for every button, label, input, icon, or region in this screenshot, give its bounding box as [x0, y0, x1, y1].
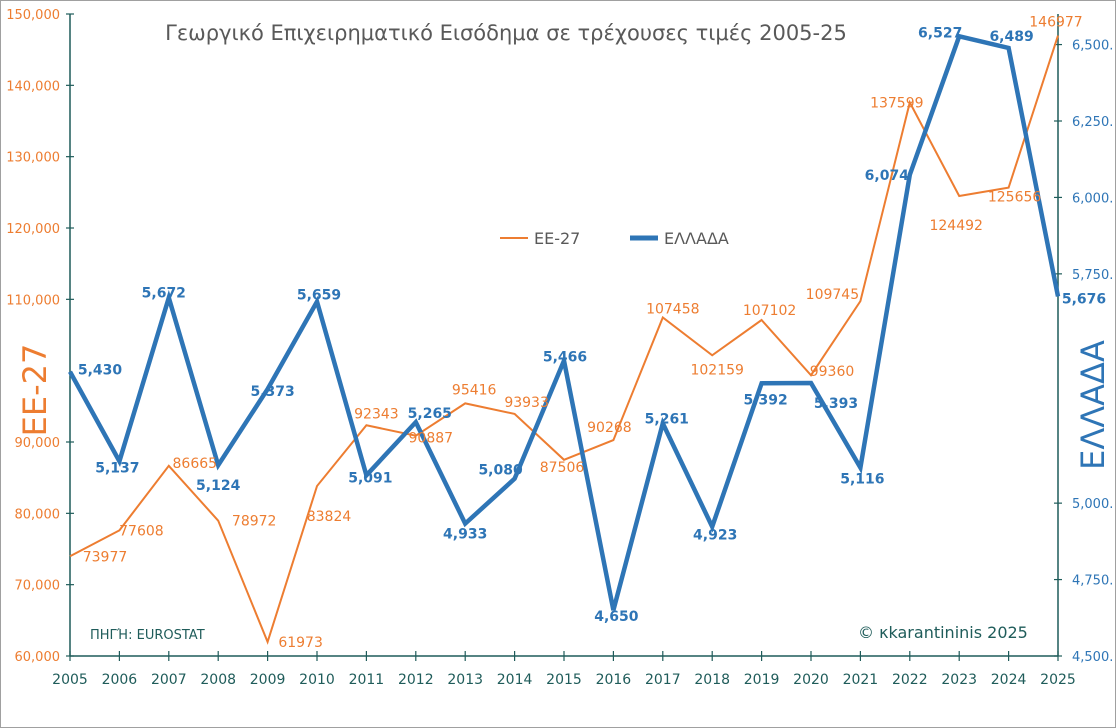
data-label-greece: 5,373	[250, 384, 294, 400]
data-label-greece: 5,091	[348, 470, 392, 486]
x-tick-label: 2012	[398, 672, 434, 688]
data-label-greece: 5,116	[840, 472, 884, 488]
x-tick-label: 2016	[596, 672, 632, 688]
x-tick-label: 2015	[546, 672, 582, 688]
x-tick-label: 2018	[694, 672, 730, 688]
y-right-tick-label: 6,500.	[1072, 39, 1113, 54]
x-tick-label: 2017	[645, 672, 681, 688]
y-right-tick-label: 6,250.	[1072, 115, 1113, 130]
data-label-greece: 4,933	[443, 527, 487, 543]
data-label-greece: 5,393	[814, 396, 858, 412]
data-label-greece: 6,527	[918, 25, 962, 41]
data-label-greece: 4,650	[594, 609, 639, 625]
x-tick-label: 2009	[250, 672, 286, 688]
y-left-tick-label: 140,000	[6, 79, 60, 94]
data-label-eu27: 107102	[743, 303, 796, 319]
data-label-eu27: 146977	[1029, 15, 1082, 31]
data-label-eu27: 78972	[232, 514, 277, 530]
y-right-tick-label: 5,000.	[1072, 497, 1113, 512]
data-label-eu27: 95416	[452, 382, 497, 398]
x-tick-label: 2019	[744, 672, 780, 688]
x-tick-label: 2011	[349, 672, 385, 688]
data-label-eu27: 92343	[354, 406, 399, 422]
legend-label-greece: ΕΛΛΑΔΑ	[664, 229, 729, 248]
data-label-greece: 5,430	[78, 363, 123, 379]
data-label-eu27: 90268	[587, 420, 632, 436]
y-left-axis-title: ΕΕ-27	[16, 344, 54, 437]
data-label-greece: 5,080	[478, 463, 523, 479]
data-label-greece: 6,074	[865, 168, 910, 184]
data-label-greece: 6,489	[989, 29, 1033, 45]
y-right-tick-label: 4,750.	[1072, 574, 1113, 589]
x-tick-label: 2006	[102, 672, 138, 688]
copyright-note: © κkarantininis 2025	[858, 623, 1028, 642]
data-label-eu27: 124492	[929, 218, 982, 234]
x-tick-label: 2010	[299, 672, 335, 688]
x-tick-label: 2025	[1040, 672, 1076, 688]
x-tick-label: 2008	[200, 672, 236, 688]
x-tick-label: 2014	[497, 672, 533, 688]
data-label-greece: 5,392	[743, 392, 787, 408]
y-left-tick-label: 90,000	[15, 436, 61, 451]
data-label-greece: 4,923	[693, 528, 737, 544]
data-label-eu27: 86665	[173, 456, 218, 472]
data-label-greece: 5,261	[645, 411, 689, 427]
data-label-eu27: 93933	[504, 395, 549, 411]
data-label-greece: 5,672	[142, 286, 186, 302]
x-tick-label: 2020	[793, 672, 829, 688]
y-left-tick-label: 80,000	[15, 507, 61, 522]
y-left-tick-label: 70,000	[15, 579, 61, 594]
x-tick-label: 2007	[151, 672, 187, 688]
y-right-axis-title: ΕΛΛΑΔΑ	[1074, 340, 1112, 470]
data-label-eu27: 83824	[307, 509, 352, 525]
y-left-tick-label: 120,000	[6, 222, 60, 237]
source-note: ΠΗΓΉ: EUROSTAT	[90, 628, 205, 643]
data-label-greece: 5,659	[297, 288, 341, 304]
data-label-eu27: 102159	[690, 362, 743, 378]
data-label-eu27: 109745	[806, 287, 859, 303]
data-label-eu27: 87506	[540, 460, 585, 476]
data-label-eu27: 107458	[646, 301, 699, 317]
data-label-greece: 5,676	[1062, 291, 1106, 307]
data-label-eu27: 61973	[278, 635, 323, 651]
data-label-eu27: 73977	[83, 549, 128, 565]
data-label-eu27: 137599	[870, 95, 923, 111]
x-tick-label: 2005	[52, 672, 88, 688]
data-label-greece: 5,124	[196, 478, 241, 494]
data-label-eu27: 125656	[988, 190, 1042, 206]
data-label-greece: 5,137	[95, 460, 139, 476]
series-line-eu27	[69, 35, 1059, 645]
x-tick-label: 2024	[991, 672, 1027, 688]
data-label-eu27: 77608	[119, 523, 164, 539]
data-label-greece: 5,466	[543, 350, 587, 366]
y-left-tick-label: 130,000	[6, 151, 60, 166]
y-right-tick-label: 6,000.	[1072, 191, 1113, 206]
x-tick-label: 2021	[843, 672, 879, 688]
chart-title: Γεωργικό Επιχειρηματικό Εισόδημα σε τρέχ…	[165, 21, 847, 45]
x-tick-label: 2022	[892, 672, 928, 688]
y-right-tick-label: 4,500.	[1072, 650, 1113, 665]
y-left-tick-label: 110,000	[6, 293, 60, 308]
data-label-eu27: 99360	[810, 364, 855, 380]
data-label-greece: 5,265	[408, 406, 452, 422]
x-tick-label: 2023	[941, 672, 977, 688]
y-left-tick-label: 60,000	[15, 650, 61, 665]
y-right-tick-label: 5,750.	[1072, 268, 1113, 283]
legend-label-eu27: ΕΕ-27	[534, 229, 580, 248]
legend: ΕΕ-27 ΕΛΛΑΔΑ	[500, 229, 729, 248]
y-left-tick-label: 150,000	[6, 8, 60, 23]
series-line-greece	[68, 33, 1061, 611]
data-label-eu27: 90887	[409, 431, 454, 447]
x-tick-label: 2013	[447, 672, 483, 688]
